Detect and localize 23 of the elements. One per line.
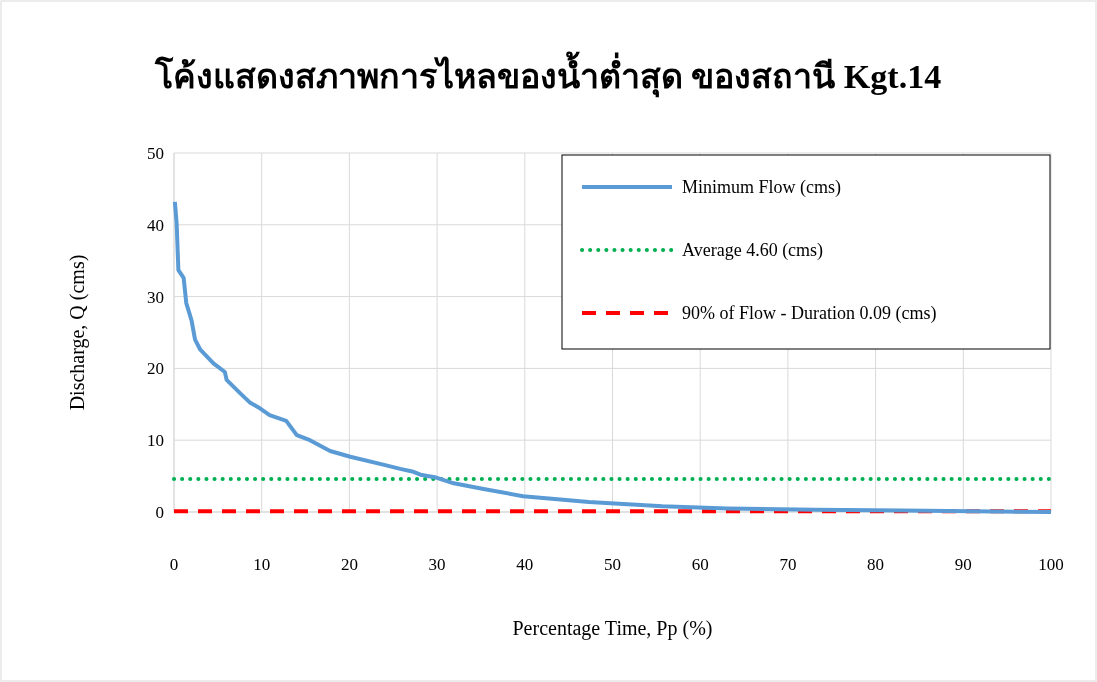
y-tick-label: 30 [147,287,164,307]
x-tick-label: 60 [691,555,709,574]
chart-title: โค้งแสดงสภาพการไหลของน้ำต่ำสุด ของสถานี Kgt.14 [153,51,942,98]
legend-label: Minimum Flow (cms) [682,177,842,198]
x-tick-label: 50 [604,555,621,574]
x-tick-label: 10 [253,555,271,574]
y-axis-title: Discharge, Q (cms) [66,254,89,411]
y-tick-label: 50 [147,144,164,163]
x-axis-title: Percentage Time, Pp (%) [512,617,713,640]
y-tick-label: 10 [147,431,164,451]
legend-label: Average 4.60 (cms) [682,240,824,261]
x-tick-label: 90 [954,555,972,574]
x-tick-label: 100 [1038,555,1064,574]
y-tick-label: 40 [147,215,164,235]
x-tick-label: 40 [516,555,534,574]
x-tick-label: 80 [867,555,885,574]
x-tick-label: 70 [779,555,797,574]
y-tick-label: 0 [155,503,164,522]
x-tick-label: 20 [340,555,358,574]
x-tick-label: 0 [169,555,179,574]
legend-label: 90% of Flow - Duration 0.09 (cms) [682,303,937,324]
y-tick-label: 20 [147,359,164,379]
x-tick-label: 30 [428,555,446,574]
